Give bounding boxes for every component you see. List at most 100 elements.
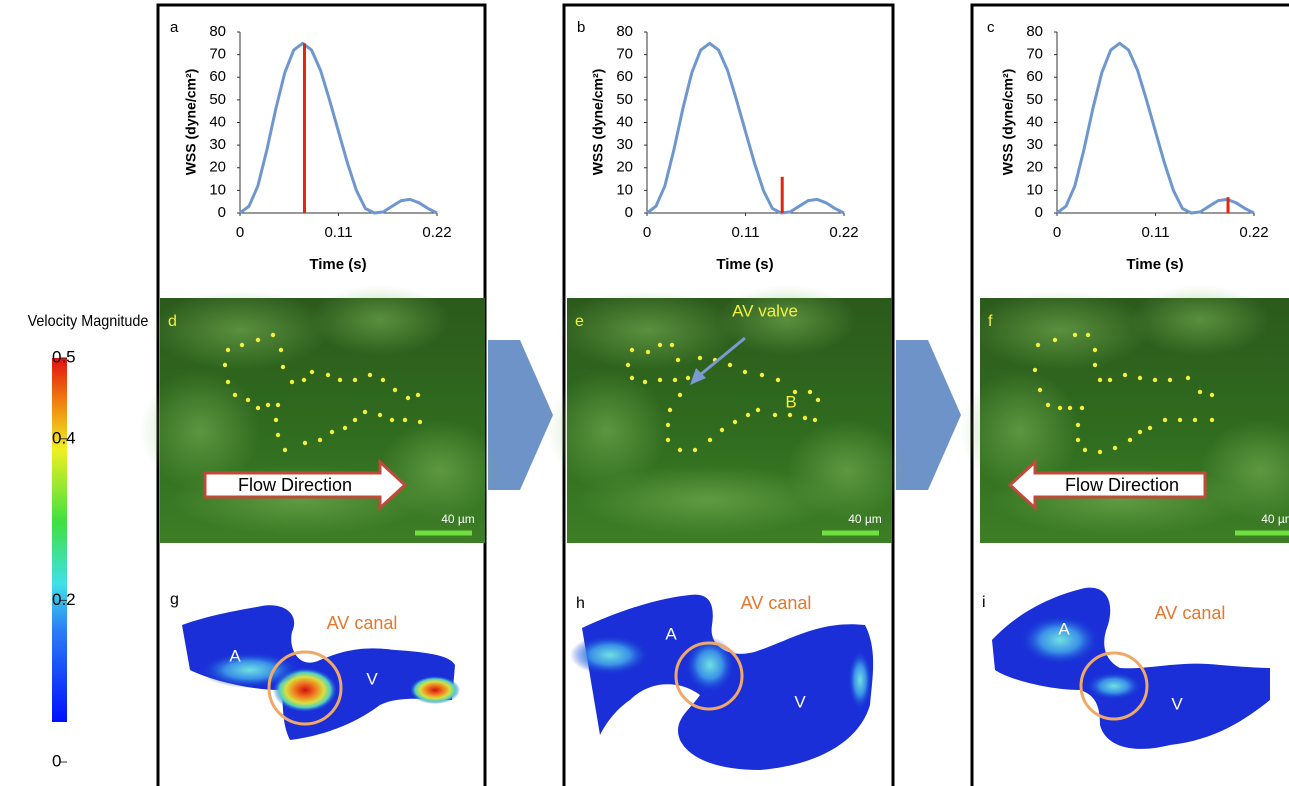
- boundary-dot: [1085, 332, 1091, 338]
- boundary-dot: [273, 417, 279, 423]
- y-tick-label: 30: [1026, 136, 1043, 153]
- boundary-dot: [1162, 417, 1168, 423]
- boundary-dot: [1112, 445, 1118, 451]
- x-tick-label: 0.22: [422, 224, 451, 241]
- boundary-dot: [1209, 417, 1215, 423]
- boundary-dot: [629, 375, 635, 381]
- boundary-dot: [317, 437, 323, 443]
- panel-label: g: [170, 591, 179, 608]
- region-label: V: [366, 669, 378, 688]
- boundary-dot: [792, 389, 798, 395]
- boundary-dot: [775, 377, 781, 383]
- boundary-dot: [417, 419, 423, 425]
- boundary-dot: [1052, 337, 1058, 343]
- x-axis-label: Time (s): [309, 256, 366, 273]
- boundary-dot: [275, 432, 281, 438]
- velocity-field: [200, 652, 300, 688]
- canal-circle: [674, 641, 744, 711]
- y-tick-label: 50: [1026, 91, 1043, 108]
- panel-label: i: [982, 594, 986, 611]
- boundary-dot: [807, 389, 813, 395]
- tissue-glow: [1200, 420, 1289, 520]
- boundary-dot: [225, 347, 231, 353]
- boundary-dot: [1167, 377, 1173, 383]
- panel-label: d: [168, 313, 177, 330]
- y-tick-label: 80: [616, 23, 633, 40]
- velocity-field: [410, 676, 460, 704]
- wss-line: [239, 41, 438, 215]
- boundary-dot: [402, 417, 408, 423]
- y-tick-label: 60: [1026, 68, 1043, 85]
- y-tick-label: 60: [616, 68, 633, 85]
- boundary-dot: [657, 377, 663, 383]
- tissue-glow: [547, 370, 667, 490]
- boundary-dot: [301, 377, 307, 383]
- tissue-glow: [787, 420, 907, 520]
- canal-label: AV canal: [327, 613, 398, 633]
- boundary-dot: [667, 407, 673, 413]
- colorbar-tick-label: 0.2: [52, 590, 76, 609]
- boundary-dot: [1092, 347, 1098, 353]
- y-tick-label: 10: [1026, 181, 1043, 198]
- boundary-dot: [685, 375, 691, 381]
- heart-model: [992, 587, 1270, 749]
- boundary-dot: [329, 429, 335, 435]
- boundary-dot: [275, 402, 281, 408]
- boundary-dot: [352, 417, 358, 423]
- boundary-dot: [405, 395, 411, 401]
- boundary-dot: [1122, 372, 1128, 378]
- y-tick-label: 20: [616, 159, 633, 176]
- region-label: V: [794, 692, 806, 711]
- y-axis-label: WSS (dyne/cm²): [1000, 69, 1016, 176]
- boundary-dot: [719, 427, 725, 433]
- boundary-dot: [1045, 402, 1051, 408]
- colorbar-tick-label: 0.4: [52, 428, 76, 447]
- y-tick-label: 70: [209, 46, 226, 63]
- boundary-dot: [759, 372, 765, 378]
- flow-arrow: [203, 458, 408, 512]
- boundary-dot: [645, 349, 651, 355]
- boundary-dot: [362, 409, 368, 415]
- y-tick-label: 40: [616, 113, 633, 130]
- boundary-dot: [282, 447, 288, 453]
- velocity-field: [1020, 615, 1100, 665]
- boundary-dot: [1079, 405, 1085, 411]
- boundary-dot: [1097, 377, 1103, 383]
- boundary-dot: [692, 447, 698, 453]
- x-axis-label: Time (s): [716, 256, 773, 273]
- boundary-dot: [352, 377, 358, 383]
- boundary-dot: [255, 405, 261, 411]
- valve-pointer-head: [690, 368, 706, 385]
- y-tick-label: 80: [1026, 23, 1043, 40]
- boundary-dot: [1075, 422, 1081, 428]
- velocity-field: [685, 637, 735, 693]
- colorbar-title: Velocity Magnitude: [28, 313, 149, 331]
- boundary-dot: [1072, 332, 1078, 338]
- boundary-dot: [1152, 377, 1158, 383]
- colorbar-tick-label: 0: [52, 751, 61, 770]
- boundary-dot: [665, 422, 671, 428]
- valve-pointer: [699, 336, 746, 377]
- canal-label: AV canal: [1155, 603, 1226, 623]
- boundary-dot: [380, 377, 386, 383]
- boundary-dot: [642, 379, 648, 385]
- boundary-dot: [812, 417, 818, 423]
- boundary-dot: [677, 392, 683, 398]
- boundary-dot: [239, 342, 245, 348]
- y-tick-label: 10: [616, 181, 633, 198]
- boundary-dot: [280, 364, 286, 370]
- boundary-dot: [742, 369, 748, 375]
- panel-label: e: [575, 313, 584, 330]
- sequence-arrow: [488, 340, 553, 490]
- boundary-dot: [415, 392, 421, 398]
- y-axis-label: WSS (dyne/cm²): [183, 69, 199, 176]
- boundary-dot: [389, 417, 395, 423]
- velocity-field: [570, 635, 650, 675]
- canal-label: AV canal: [741, 593, 812, 613]
- boundary-dot: [625, 362, 631, 368]
- boundary-dot: [1037, 387, 1043, 393]
- valve-label: AV valve: [732, 301, 798, 320]
- y-tick-label: 30: [616, 136, 633, 153]
- boundary-dot: [727, 362, 733, 368]
- boundary-dot: [309, 369, 315, 375]
